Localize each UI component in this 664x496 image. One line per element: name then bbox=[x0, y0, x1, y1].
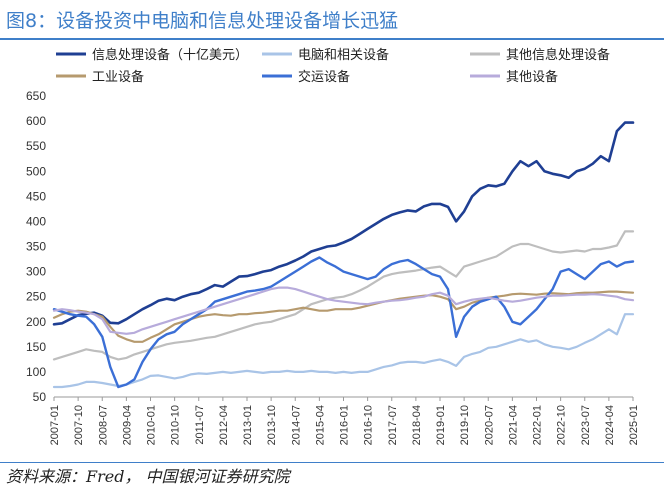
y-tick-label: 650 bbox=[26, 89, 46, 103]
chart-title: 图8：设备投资中电脑和信息处理设备增长迅猛 bbox=[6, 10, 399, 32]
footer-divider bbox=[0, 462, 664, 463]
y-tick-label: 550 bbox=[26, 139, 46, 153]
x-tick-label: 2019-01 bbox=[435, 405, 447, 445]
x-tick-label: 2020-07 bbox=[483, 405, 495, 445]
series-line-6 bbox=[52, 286, 635, 335]
legend-label-6: 其他设备 bbox=[506, 69, 558, 85]
legend-label-2: 电脑和相关设备 bbox=[298, 47, 389, 63]
y-tick-label: 300 bbox=[26, 265, 46, 279]
y-tick-label: 50 bbox=[33, 390, 47, 404]
x-tick-label: 2017-07 bbox=[387, 405, 399, 445]
y-tick-label: 150 bbox=[26, 340, 46, 354]
legend-label-3: 其他信息处理设备 bbox=[506, 47, 610, 63]
legend-label-1: 信息处理设备（十亿美元） bbox=[92, 47, 248, 63]
x-tick-label: 2022-01 bbox=[532, 405, 544, 445]
legend-label-5: 交运设备 bbox=[298, 69, 350, 85]
x-tick-label: 2025-01 bbox=[628, 405, 640, 445]
source-note: 资料来源：Fred， 中国银河证券研究院 bbox=[6, 467, 290, 486]
x-tick-label: 2022-10 bbox=[556, 405, 568, 445]
y-tick-label: 400 bbox=[26, 214, 46, 228]
series-line-4 bbox=[52, 290, 635, 343]
series-line-5 bbox=[52, 256, 635, 389]
y-tick-label: 200 bbox=[26, 315, 46, 329]
x-tick-label: 2013-10 bbox=[266, 405, 278, 445]
y-tick-label: 500 bbox=[26, 164, 46, 178]
x-tick-label: 2018-04 bbox=[411, 405, 423, 445]
y-axis: 50 100 150 200 250 300 350 400 450 500 550 600 650 bbox=[26, 89, 46, 404]
x-tick-label: 2016-10 bbox=[363, 405, 375, 445]
x-tick-label: 2010-10 bbox=[170, 405, 182, 445]
x-tick-label: 2021-04 bbox=[507, 405, 519, 445]
y-tick-label: 100 bbox=[26, 365, 46, 379]
title-divider bbox=[0, 38, 664, 40]
plot-lines bbox=[52, 121, 635, 389]
series-line-2 bbox=[52, 313, 635, 389]
x-tick-label: 2009-04 bbox=[121, 405, 133, 445]
x-tick-label: 2010-01 bbox=[146, 405, 158, 445]
y-tick-label: 350 bbox=[26, 240, 46, 254]
legend-label-4: 工业设备 bbox=[92, 69, 144, 85]
x-tick-label: 2015-04 bbox=[314, 405, 326, 445]
x-tick-label: 2008-07 bbox=[97, 405, 109, 445]
x-tick-label: 2023-07 bbox=[580, 405, 592, 445]
x-tick-label: 2012-04 bbox=[218, 405, 230, 445]
x-tick-label: 2024-04 bbox=[604, 405, 616, 445]
x-tick-label: 2007-01 bbox=[49, 405, 61, 445]
x-axis: 2007-01 2007-10 2008-07 2009-04 2010-01 2010-… bbox=[49, 396, 640, 445]
y-tick-label: 250 bbox=[26, 290, 46, 304]
y-tick-label: 450 bbox=[26, 189, 46, 203]
x-tick-label: 2016-01 bbox=[339, 405, 351, 445]
x-tick-label: 2014-07 bbox=[290, 405, 302, 445]
series-line-1 bbox=[52, 121, 635, 326]
x-tick-label: 2019-10 bbox=[459, 405, 471, 445]
x-tick-label: 2011-07 bbox=[194, 405, 206, 445]
x-tick-label: 2007-10 bbox=[73, 405, 85, 445]
y-tick-label: 600 bbox=[26, 114, 46, 128]
x-tick-label: 2013-01 bbox=[242, 405, 254, 445]
